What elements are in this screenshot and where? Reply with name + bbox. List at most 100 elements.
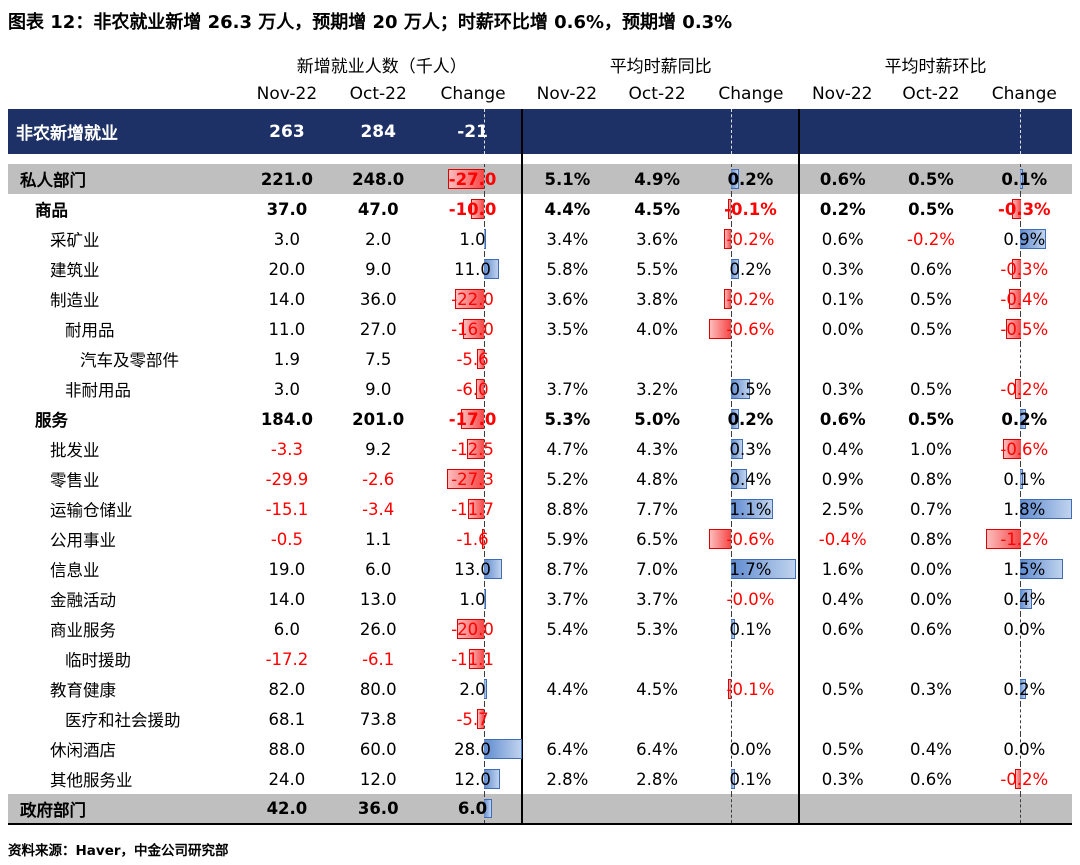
data-cell: 12.0 [333,764,424,794]
column-header: Change [718,84,784,104]
data-cell: 1.7% [702,554,801,584]
cell-value: 0.6% [821,229,864,249]
data-cell: 88.0 [241,734,332,764]
cell-value: 0.6% [819,409,866,429]
corner-cell [8,79,241,109]
data-cell: 0.4% [885,734,976,764]
cell-value: 4.9% [634,169,681,189]
data-cell: 5.0% [612,404,703,434]
payroll-table: 新增就业人数（千人） 平均时薪同比 平均时薪环比 Nov-22 Oct-22 C… [8,49,1072,825]
cell-value: 9.0 [365,259,392,279]
data-cell [885,344,976,374]
data-cell: 284 [332,109,424,154]
cell-value: 73.8 [359,709,397,729]
data-cell: 1.6% [799,554,885,584]
data-cell: 0.5% [885,374,976,404]
cell-value: 221.0 [260,169,314,189]
data-cell: 4.8% [612,464,703,494]
cell-value: 0.9% [821,469,864,489]
data-cell: 5.5% [612,254,703,284]
data-cell: 0.6% [799,164,886,194]
data-cell: 0.6% [799,224,885,254]
data-cell: -2.6 [333,464,424,494]
cell-value: 6.0 [457,799,488,818]
data-cell: 3.6% [522,284,611,314]
cell-value: 0.5% [821,679,864,699]
cell-value: -0.1% [724,199,777,219]
data-cell: 11.0 [241,314,332,344]
row-label: 休闲酒店 [50,741,116,760]
cell-value: 13.0 [359,589,397,609]
cell-value: 201.0 [352,409,405,429]
cell-value: -27.0 [448,169,497,189]
table-row: 教育健康 82.0 80.0 2.0 4.4% 4.5% -0.1% 0.5% 0.3% 0.2% [8,674,1072,704]
cell-value: 284 [360,121,396,142]
data-cell: 27.0 [333,314,424,344]
data-cell: -17.0 [423,404,524,434]
data-cell: 80.0 [333,674,424,704]
row-label: 商品 [35,201,68,220]
data-cell: 6.5% [612,524,703,554]
cell-value: 5.3% [636,619,679,639]
data-cell: 5.1% [522,164,612,194]
zero-axis-dashed-line [1020,794,1022,823]
data-cell: -15.1 [241,494,332,524]
cell-value: 5.5% [636,259,679,279]
data-cell: 1.1 [333,524,424,554]
data-cell: 0.1% [702,614,801,644]
data-cell: 0.6% [885,764,976,794]
data-cell [611,109,703,154]
cell-value: 0.1% [1001,169,1048,189]
data-cell: 0.4% [799,434,885,464]
row-label: 零售业 [50,471,100,490]
data-cell: 3.7% [522,374,611,404]
cell-value: -6.0 [456,379,489,399]
cell-value: 0.0% [910,589,952,609]
data-cell: 0.5% [885,404,976,434]
cell-value: -0.1% [726,679,775,699]
data-cell: -0.5% [977,314,1072,344]
cell-value: 88.0 [268,739,306,759]
data-cell [702,344,801,374]
cell-value: 3.8% [636,289,679,309]
zero-axis-dashed-line [731,109,733,154]
data-cell: -1.2% [977,524,1072,554]
cell-value: -27.3 [451,469,494,489]
cell-value: 0.2% [729,259,772,279]
cell-value: -29.9 [265,469,309,489]
cell-value: 9.0 [365,379,392,399]
cell-value: -1.6 [456,529,489,549]
cell-value: 0.6% [819,169,866,189]
column-header: Change [991,84,1057,104]
data-cell: 1.9 [241,344,332,374]
data-cell: 263 [241,109,333,154]
cell-value: 0.4% [729,469,772,489]
data-cell: -0.0% [702,584,801,614]
data-cell [612,644,703,674]
column-header: Oct-22 [349,84,407,104]
cell-value: 0.7% [910,499,952,519]
cell-value: 6.4% [636,739,679,759]
cell-value: 3.7% [546,379,589,399]
data-cell: 60.0 [333,734,424,764]
column-header-row: Nov-22 Oct-22 Change Nov-22 Oct-22 Chang… [8,79,1072,109]
data-cell: 6.4% [522,734,611,764]
data-cell: 0.8% [885,464,976,494]
cell-value: 7.0% [636,559,679,579]
cell-value: -15.1 [265,499,309,519]
data-cell: 20.0 [241,254,332,284]
data-cell [799,704,885,734]
cell-value: 0.6% [910,259,952,279]
data-cell [522,109,612,154]
data-cell: 0.2% [799,194,885,224]
data-cell: -0.2% [885,224,976,254]
data-cell [611,794,703,825]
data-cell: 0.2% [702,164,801,194]
data-cell [977,704,1072,734]
data-cell [522,794,612,825]
cell-value: 0.0% [1003,739,1046,759]
data-cell: -3.3 [241,434,332,464]
data-cell: 0.5% [885,314,976,344]
cell-value: -10.0 [448,199,497,219]
row-label: 耐用品 [65,321,115,340]
